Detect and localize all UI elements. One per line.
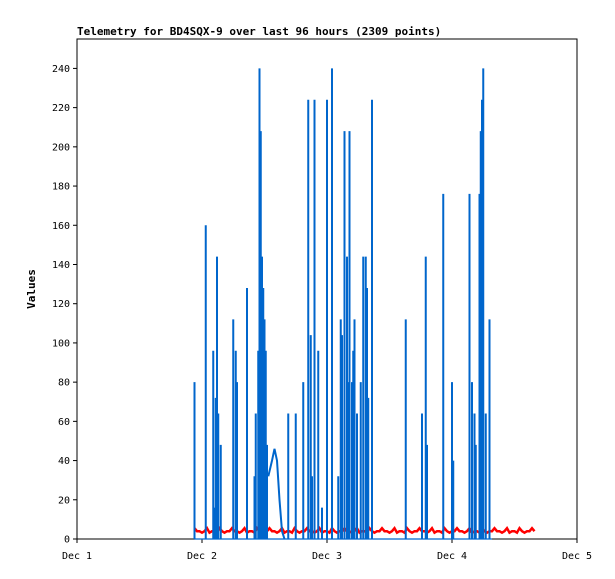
x-tick-label: Dec 3 xyxy=(312,551,342,562)
y-tick-label: 160 xyxy=(52,221,70,232)
red-series xyxy=(193,525,536,535)
x-tick-label: Dec 1 xyxy=(62,551,92,562)
y-tick-label: 100 xyxy=(52,338,70,349)
y-tick-label: 220 xyxy=(52,103,70,114)
y-tick-label: 120 xyxy=(52,299,70,310)
y-tick-label: 40 xyxy=(58,456,70,467)
y-tick-label: 60 xyxy=(58,417,70,428)
x-tick-label: Dec 4 xyxy=(437,551,467,562)
y-tick-label: 80 xyxy=(58,378,70,389)
y-tick-label: 180 xyxy=(52,182,70,193)
chart-title: Telemetry for BD4SQX-9 over last 96 hour… xyxy=(77,25,441,38)
red-series-line xyxy=(193,525,536,535)
y-axis-ticks: 0 20 40 60 80 100 120 140 160 180 200 220 240 xyxy=(52,64,77,546)
y-tick-label: 20 xyxy=(58,495,70,506)
y-tick-label: 200 xyxy=(52,142,70,153)
y-tick-label: 0 xyxy=(64,535,70,546)
y-tick-label: 240 xyxy=(52,64,70,75)
x-tick-label: Dec 2 xyxy=(187,551,217,562)
blue-series xyxy=(193,68,492,540)
y-tick-label: 140 xyxy=(52,260,70,271)
blue-hump xyxy=(267,448,286,540)
x-axis-ticks: Dec 1 Dec 2 Dec 3 Dec 4 Dec 5 xyxy=(62,539,592,562)
x-tick-label: Dec 5 xyxy=(562,551,592,562)
y-axis-label: Values xyxy=(25,269,38,309)
